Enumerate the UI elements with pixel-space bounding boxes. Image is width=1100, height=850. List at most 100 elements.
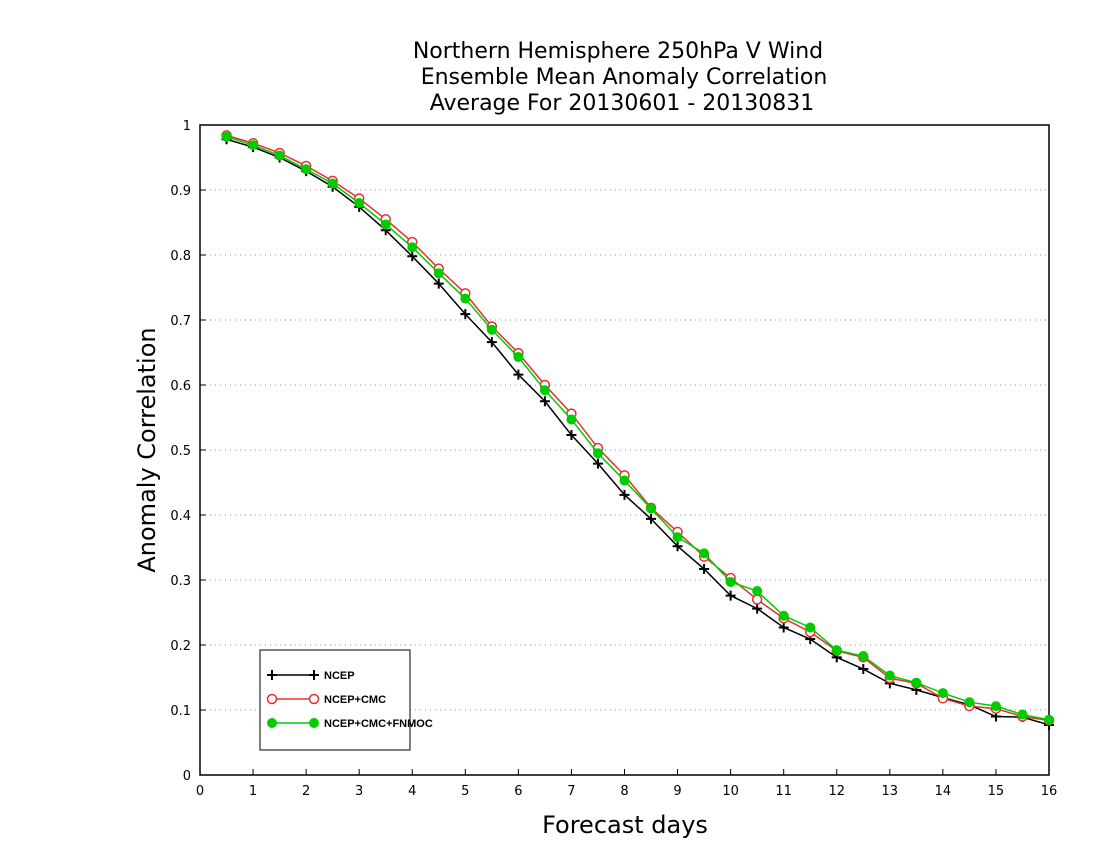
x-tick-label-12: 12 [828,784,845,799]
series-0-point-17 [672,541,683,552]
legend-label-2: NCEP+CMC+FNMOC [324,718,433,730]
chart-title: Northern Hemisphere 250hPa V Wind Ensemb… [413,39,827,116]
y-tick-label-6: 0.6 [170,379,191,394]
legend-marker-left-2 [267,718,277,728]
series-2-point-29 [990,701,1001,712]
series-0-point-21 [778,622,789,633]
y-tick-label-8: 0.8 [170,249,191,264]
x-tick-label-16: 16 [1041,784,1058,799]
series-2-point-30 [1017,709,1028,720]
series-2-point-28 [964,697,975,708]
y-tick-label-7: 0.7 [170,314,191,329]
series-0-point-20 [752,603,763,614]
legend-marker-left-1 [266,693,278,705]
x-axis: 0 1 2 3 4 5 6 7 8 9 10 11 12 13 14 15 16 [196,769,1057,799]
chart-title-line-2: Ensemble Mean Anomaly Correlation [421,65,828,90]
x-tick-label-15: 15 [988,784,1005,799]
y-tick-label-0: 0 [183,769,191,784]
series-0-point-10 [486,337,497,348]
series-2-point-22 [805,622,816,633]
y-tick-label-10: 1 [183,119,191,134]
legend-marker-left-0 [267,670,277,680]
series-0-point-16 [646,513,657,524]
series-2-point-1 [248,140,259,151]
x-tick-label-9: 9 [673,784,681,799]
series-2-point-18 [699,548,710,559]
legend-marker-right-0 [309,670,319,680]
y-tick-label-4: 0.4 [170,509,191,524]
y-tick-label-5: 0.5 [170,444,191,459]
x-tick-label-10: 10 [722,784,739,799]
y-axis-label: Anomaly Correlation [133,327,161,572]
x-tick-label-2: 2 [302,784,310,799]
series-2-point-10 [486,324,497,335]
series-2-point-9 [460,293,471,304]
x-tick-label-4: 4 [408,784,416,799]
legend-marker-right-1 [308,693,320,705]
legend-box [259,649,411,751]
series-0-point-9 [460,309,471,320]
series-2-point-13 [566,414,577,425]
series-0-point-15 [619,489,630,500]
series-2-point-4 [327,178,338,189]
series-2 [221,131,1054,725]
series-line-2 [226,135,1050,721]
x-axis-label: Forecast days [542,811,708,839]
x-tick-label-8: 8 [620,784,628,799]
legend-label-0: NCEP [324,670,355,682]
series-2-point-21 [778,610,789,621]
series-1-point-20 [751,594,763,605]
legend-label-1: NCEP+CMC [324,694,386,706]
series-line-1 [226,134,1050,722]
x-tick-label-5: 5 [461,784,469,799]
series-0-point-12 [539,396,550,407]
series-2-point-5 [354,198,365,208]
series-0-point-11 [513,369,524,380]
y-axis: 0 0.1 0.2 0.3 0.4 0.5 0.6 0.7 0.8 0.9 1 [170,119,206,784]
y-tick-label-1: 0.1 [170,704,191,719]
series-2-point-24 [858,651,869,662]
series-2-point-3 [301,164,312,175]
series-2-point-27 [937,688,948,699]
series-2-point-16 [646,503,657,514]
chart-title-line-1: Northern Hemisphere 250hPa V Wind [413,39,823,64]
series-2-point-25 [884,670,895,681]
series-0-point-24 [858,664,869,675]
legend: NCEP NCEP+CMC NCEP+CMC+FNMOC [259,649,433,751]
legend-item-1: NCEP+CMC [266,693,386,706]
series-2-point-6 [380,219,391,230]
series-0-point-8 [433,278,444,289]
x-tick-label-1: 1 [249,784,257,799]
series-0-point-14 [592,458,603,469]
series-2-point-14 [592,448,603,459]
series-1 [221,130,1055,726]
legend-marker-right-2 [309,718,319,728]
x-tick-label-13: 13 [882,784,899,799]
legend-item-0: NCEP [267,670,355,682]
series-0-point-7 [407,251,418,262]
series-0 [221,134,1054,730]
y-tick-label-9: 0.9 [170,184,191,199]
x-tick-label-11: 11 [775,784,792,799]
series-2-point-8 [433,268,444,279]
series-2-point-7 [407,242,418,253]
x-tick-label-6: 6 [514,784,522,799]
series-2-point-2 [274,150,285,161]
series-line-0 [226,138,1050,726]
series-2-point-11 [513,352,524,363]
series-2-point-20 [752,586,763,597]
series-2-point-15 [619,475,630,486]
series-0-point-19 [725,590,736,601]
series-2-point-17 [672,532,683,543]
x-tick-label-7: 7 [567,784,575,799]
series-2-point-23 [831,645,842,656]
chart-title-line-3: Average For 20130601 - 20130831 [430,91,815,116]
series-0-point-18 [699,563,710,574]
x-tick-label-14: 14 [935,784,952,799]
x-tick-label-3: 3 [355,784,363,799]
y-tick-label-2: 0.2 [170,639,191,654]
series-2-point-26 [911,677,922,688]
series-layer [221,130,1055,730]
series-2-point-12 [539,385,550,396]
